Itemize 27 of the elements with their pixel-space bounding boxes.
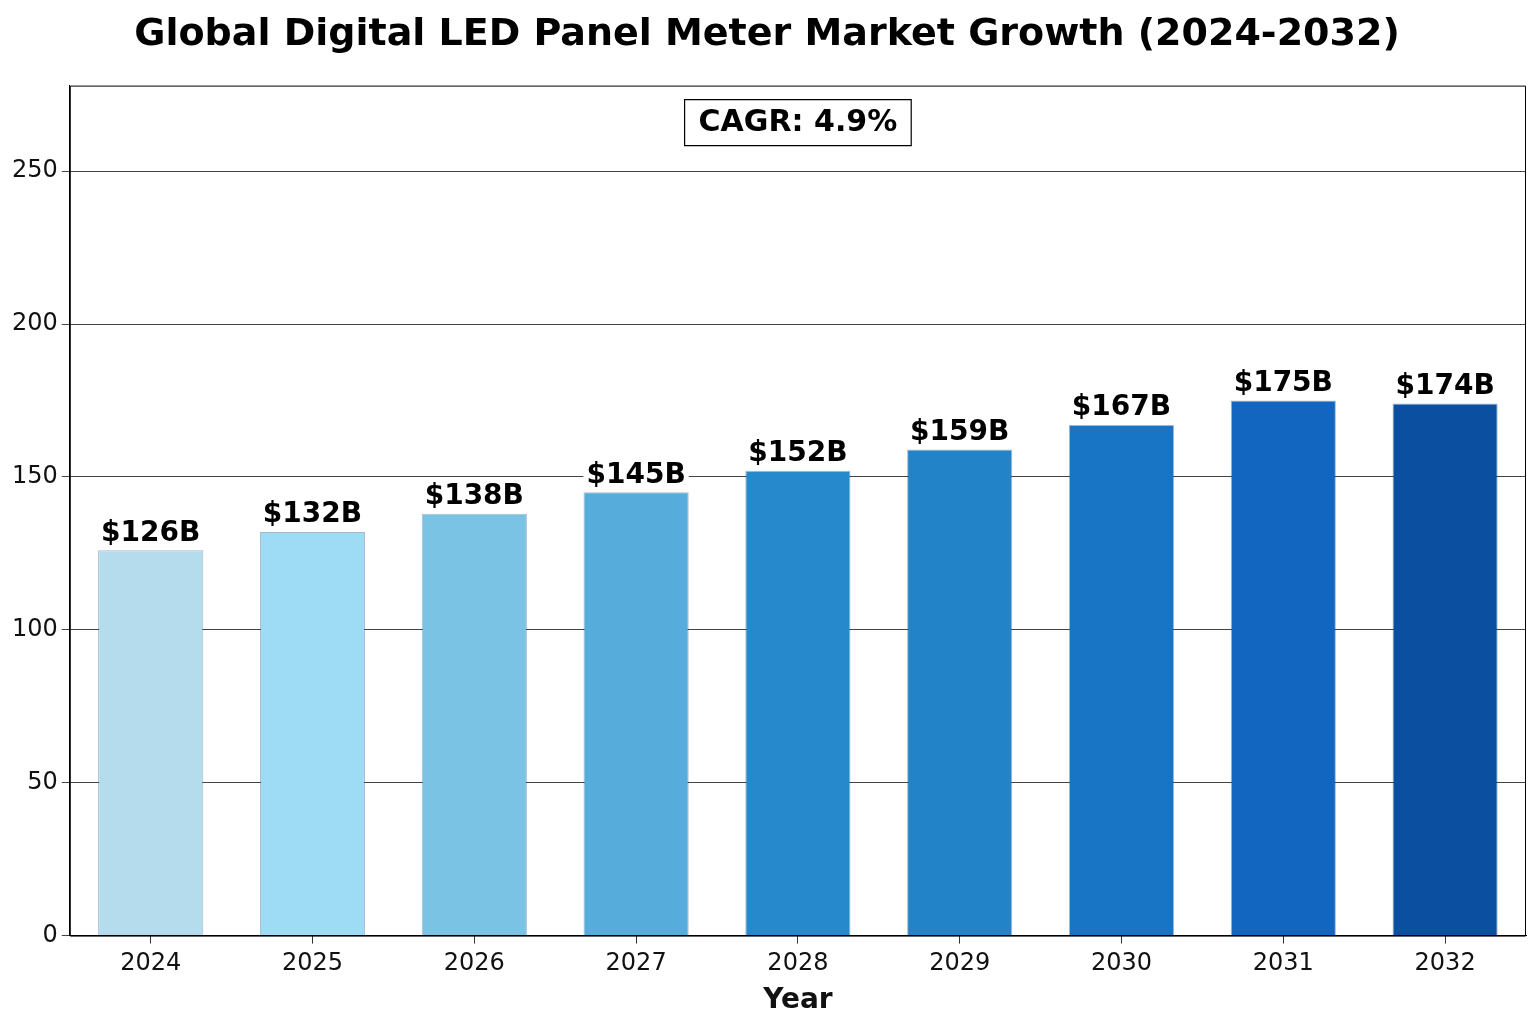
y-tick-label: 0 bbox=[42, 919, 58, 948]
data-label: $174B bbox=[1395, 367, 1495, 401]
x-tick-label: 2031 bbox=[1252, 948, 1314, 977]
annotation: CAGR: 4.9% bbox=[698, 103, 898, 139]
x-tick-label: 2024 bbox=[120, 948, 182, 977]
data-label: $138B bbox=[424, 477, 524, 511]
x-tick-label: 2027 bbox=[605, 948, 667, 977]
data-label: $159B bbox=[910, 413, 1010, 447]
data-label: $145B bbox=[586, 456, 686, 490]
x-tick-label: 2030 bbox=[1090, 948, 1153, 977]
y-tick-label: 250 bbox=[12, 155, 58, 184]
y-tick-label: 150 bbox=[12, 461, 58, 490]
data-label: $167B bbox=[1071, 389, 1172, 423]
chart-title: Global Digital LED Panel Meter Market Growth (2024-2032) bbox=[134, 9, 1400, 54]
y-tick-label: 50 bbox=[27, 766, 58, 795]
y-tick-label: 100 bbox=[12, 614, 58, 643]
data-label: $126B bbox=[101, 514, 201, 548]
x-tick-label: 2032 bbox=[1414, 948, 1476, 977]
x-tick-label: 2029 bbox=[929, 948, 991, 977]
x-tick-label: 2028 bbox=[767, 948, 829, 977]
y-tick-label: 200 bbox=[12, 308, 58, 337]
data-label: $152B bbox=[748, 435, 848, 469]
x-tick-label: 2025 bbox=[281, 948, 344, 977]
data-label: $175B bbox=[1233, 364, 1333, 398]
x-tick-label: 2026 bbox=[443, 948, 505, 977]
data-label: $132B bbox=[262, 496, 363, 530]
x-axis-title: Year bbox=[762, 982, 833, 1016]
